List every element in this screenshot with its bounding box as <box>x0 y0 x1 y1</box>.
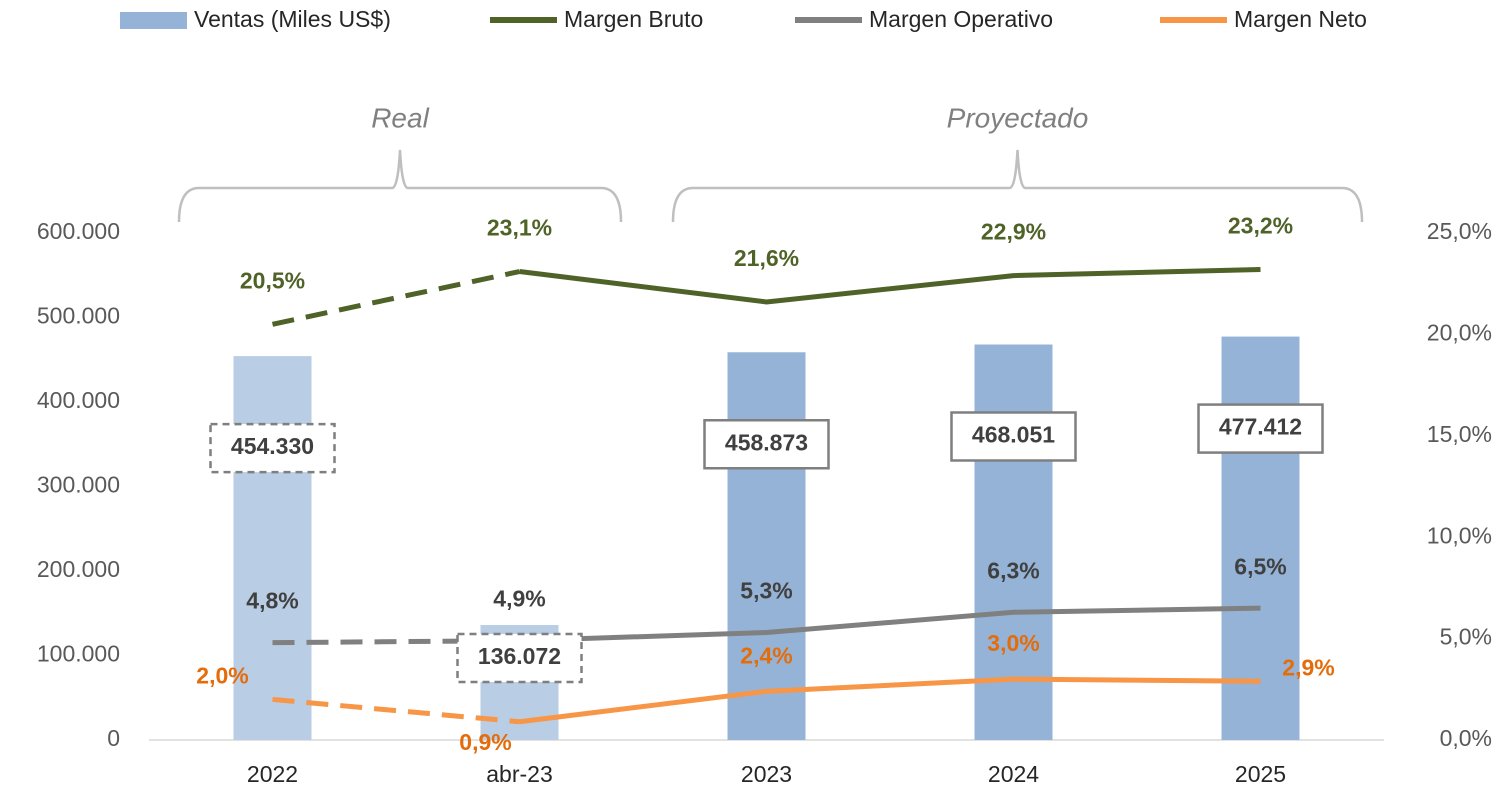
line <box>271 269 521 327</box>
y2-tick-label: 0,0% <box>1440 725 1492 751</box>
y2-tick-label: 25,0% <box>1427 218 1492 244</box>
legend-label: Ventas (Miles US$) <box>194 6 391 32</box>
x-tick-label: abr-23 <box>486 761 552 787</box>
y2-tick-label: 5,0% <box>1440 624 1492 650</box>
y-tick-label: 300.000 <box>37 472 120 498</box>
legend-label: Margen Bruto <box>564 6 703 32</box>
y-tick-label: 500.000 <box>37 303 120 329</box>
bar <box>233 356 312 740</box>
y-tick-label: 200.000 <box>37 556 120 582</box>
bar <box>727 352 806 740</box>
line-value-label: 6,5% <box>1234 553 1286 579</box>
line-value-label: 23,2% <box>1228 213 1293 239</box>
line-value-label: 6,3% <box>987 557 1039 583</box>
line-value-label: 0,9% <box>459 729 511 755</box>
line <box>519 676 1261 725</box>
bar-value-label: 458.873 <box>725 429 808 455</box>
legend-swatch <box>120 12 187 29</box>
y2-tick-label: 20,0% <box>1427 319 1492 345</box>
y-tick-label: 600.000 <box>37 218 120 244</box>
annotation: Proyectado <box>947 102 1089 133</box>
line-value-label: 20,5% <box>240 267 305 293</box>
x-tick-label: 2024 <box>988 761 1039 787</box>
annotation: Real <box>371 102 429 133</box>
y2-tick-label: 10,0% <box>1427 522 1492 548</box>
line-value-label: 4,9% <box>493 586 545 612</box>
brace <box>177 149 623 223</box>
line <box>272 696 520 725</box>
bar-value-label: 477.412 <box>1219 414 1302 440</box>
x-tick-label: 2023 <box>741 761 792 787</box>
line-value-label: 22,9% <box>981 219 1046 245</box>
bar-value-label: 454.330 <box>231 433 314 459</box>
x-tick-label: 2025 <box>1235 761 1286 787</box>
y-tick-label: 0 <box>107 725 120 751</box>
x-tick-label: 2022 <box>247 761 298 787</box>
label-box <box>456 632 583 684</box>
legend-label: Margen Operativo <box>869 6 1053 32</box>
y-tick-label: 100.000 <box>37 641 120 667</box>
bar-value-label: 468.051 <box>972 422 1055 448</box>
line <box>519 267 1261 305</box>
y-tick-label: 400.000 <box>37 387 120 413</box>
legend-label: Margen Neto <box>1234 6 1367 32</box>
bar-value-label: 136.072 <box>478 643 561 669</box>
line <box>519 605 1261 644</box>
line-value-label: 4,8% <box>246 588 298 614</box>
line-value-label: 3,0% <box>987 630 1039 656</box>
bar <box>974 344 1053 740</box>
label-box <box>703 419 830 470</box>
line-value-label: 23,1% <box>487 215 552 241</box>
label-box <box>950 411 1077 462</box>
line-value-label: 2,9% <box>1282 654 1334 680</box>
brace <box>671 149 1364 223</box>
label-box <box>209 422 336 474</box>
line-value-label: 2,0% <box>196 663 248 689</box>
line-value-label: 2,4% <box>740 642 792 668</box>
line-value-label: 5,3% <box>740 578 792 604</box>
label-box <box>1197 403 1324 454</box>
y2-tick-label: 15,0% <box>1427 421 1492 447</box>
line-value-label: 21,6% <box>734 245 799 271</box>
